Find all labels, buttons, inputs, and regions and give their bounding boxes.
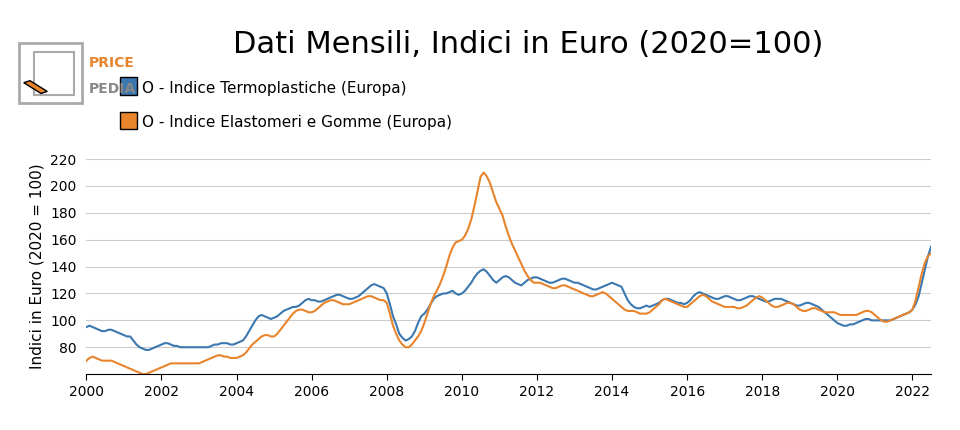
O - Indice Elastomeri e Gomme (Europa) xyxy=(137,372,149,377)
Text: O - Indice Elastomeri e Gomme (Europa): O - Indice Elastomeri e Gomme (Europa) xyxy=(142,115,452,130)
O - Indice Termoplastiche (Europa) xyxy=(140,347,152,353)
O - Indice Elastomeri e Gomme (Europa) xyxy=(863,308,875,313)
O - Indice Elastomeri e Gomme (Europa) xyxy=(478,170,490,175)
O - Indice Elastomeri e Gomme (Europa) xyxy=(885,318,897,323)
Text: PEDIA: PEDIA xyxy=(88,82,135,96)
O - Indice Termoplastiche (Europa) xyxy=(531,275,542,280)
O - Indice Elastomeri e Gomme (Europa) xyxy=(948,261,959,267)
O - Indice Termoplastiche (Europa) xyxy=(948,221,959,226)
Text: PRICE: PRICE xyxy=(88,56,134,70)
O - Indice Termoplastiche (Europa) xyxy=(81,325,92,330)
O - Indice Elastomeri e Gomme (Europa) xyxy=(844,312,855,317)
Y-axis label: Indici in Euro (2020 = 100): Indici in Euro (2020 = 100) xyxy=(30,164,44,369)
Text: O - Indice Termoplastiche (Europa): O - Indice Termoplastiche (Europa) xyxy=(142,81,407,95)
O - Indice Termoplastiche (Europa) xyxy=(841,323,852,329)
O - Indice Termoplastiche (Europa) xyxy=(556,276,567,281)
O - Indice Termoplastiche (Europa) xyxy=(881,318,893,323)
O - Indice Termoplastiche (Europa) xyxy=(150,345,161,350)
O - Indice Elastomeri e Gomme (Europa) xyxy=(535,280,546,286)
Text: Dati Mensili, Indici in Euro (2020=100): Dati Mensili, Indici in Euro (2020=100) xyxy=(233,30,823,59)
O - Indice Elastomeri e Gomme (Europa) xyxy=(150,368,161,373)
Line: O - Indice Elastomeri e Gomme (Europa): O - Indice Elastomeri e Gomme (Europa) xyxy=(86,172,953,374)
Line: O - Indice Termoplastiche (Europa): O - Indice Termoplastiche (Europa) xyxy=(86,224,953,350)
O - Indice Termoplastiche (Europa) xyxy=(860,316,872,322)
O - Indice Elastomeri e Gomme (Europa) xyxy=(560,283,571,288)
O - Indice Elastomeri e Gomme (Europa) xyxy=(81,358,92,363)
